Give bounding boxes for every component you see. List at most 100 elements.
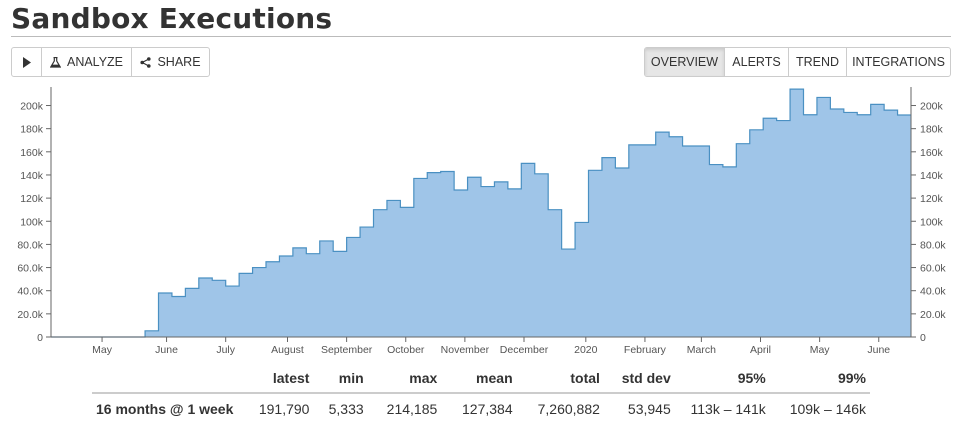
tab-integrations[interactable]: INTEGRATIONS — [852, 55, 945, 69]
stats-value-p95: 113k – 141k — [690, 401, 766, 417]
data-point-week-26 — [387, 200, 400, 337]
x-tick-label: February — [624, 344, 667, 356]
data-point-week-40 — [575, 222, 588, 337]
data-point-week-43 — [615, 168, 628, 337]
y-tick-label-left: 20.0k — [17, 309, 43, 321]
x-tick-label: July — [216, 344, 235, 356]
x-tick-label: September — [321, 344, 373, 356]
data-point-week-35 — [508, 189, 521, 337]
data-point-week-19 — [293, 248, 306, 337]
data-point-week-62 — [871, 104, 884, 337]
y-tick-label-left: 60.0k — [17, 263, 43, 275]
data-point-week-41 — [589, 170, 602, 337]
y-tick-label-right: 180k — [920, 124, 944, 136]
data-point-week-28 — [414, 178, 427, 337]
stats-value-max: 214,185 — [386, 401, 438, 417]
x-tick-label: November — [441, 344, 490, 356]
data-point-week-63 — [884, 110, 897, 337]
data-point-week-59 — [830, 109, 843, 337]
data-point-week-49 — [696, 146, 709, 337]
data-point-week-15 — [239, 273, 252, 337]
analyze-button[interactable]: ANALYZE — [42, 48, 132, 76]
x-tick-label: June — [155, 344, 178, 356]
stats-value-std-dev: 53,945 — [627, 401, 671, 417]
y-tick-label-right: 200k — [920, 101, 944, 113]
data-point-week-12 — [199, 278, 212, 337]
action-toolbar: ANALYZE SHARE — [11, 47, 210, 77]
y-tick-label-left: 100k — [20, 216, 44, 228]
y-tick-label-right: 160k — [920, 147, 944, 159]
data-point-week-18 — [279, 256, 292, 337]
x-tick-label: August — [271, 344, 304, 356]
data-point-week-54 — [763, 118, 776, 337]
data-point-week-33 — [481, 187, 494, 337]
data-point-week-60 — [844, 112, 857, 337]
stats-value-total: 7,260,882 — [537, 401, 600, 417]
stats-header-min: min — [313, 364, 368, 394]
y-tick-label-left: 40.0k — [17, 286, 43, 298]
data-point-week-14 — [226, 286, 239, 337]
y-tick-label-left: 0 — [37, 332, 43, 344]
stats-corner — [92, 364, 246, 394]
x-tick-label: October — [387, 344, 425, 356]
play-button[interactable] — [12, 48, 42, 76]
data-point-week-34 — [494, 182, 507, 337]
data-point-week-56 — [790, 89, 803, 337]
data-point-week-31 — [454, 190, 467, 337]
stats-header-row: latest min max mean total std dev 95% 99… — [92, 364, 870, 394]
title-divider — [11, 36, 951, 37]
y-tick-label-left: 200k — [20, 101, 44, 113]
tab-alerts[interactable]: ALERTS — [725, 48, 789, 76]
x-tick-label: April — [750, 344, 771, 356]
y-tick-label-left: 80.0k — [17, 239, 43, 251]
stats-header-p95: 95% — [674, 364, 770, 394]
y-tick-label-right: 40.0k — [920, 286, 946, 298]
series-area — [51, 89, 911, 337]
data-point-week-45 — [642, 145, 655, 337]
executions-chart: 0 0 20.0k 20.0k 40.0k 40.0k 60.0k 60.0k 80.0k 80.… — [17, 87, 946, 356]
data-point-week-42 — [602, 158, 615, 337]
data-point-week-20 — [306, 254, 319, 337]
tab-overview[interactable]: OVERVIEW — [645, 48, 725, 76]
stats-value-p99: 109k – 146k — [789, 401, 866, 417]
data-point-week-24 — [360, 227, 373, 337]
stats-header-max: max — [367, 364, 442, 394]
stats-table: latest min max mean total std dev 95% 99… — [92, 364, 870, 424]
data-point-week-8 — [145, 331, 158, 337]
data-point-week-44 — [629, 145, 642, 337]
data-point-week-10 — [172, 296, 185, 337]
stats-header-std-dev: std dev — [603, 364, 675, 394]
page-title: Sandbox Executions — [11, 2, 333, 35]
data-point-week-30 — [441, 171, 454, 337]
data-point-week-22 — [333, 251, 346, 337]
data-point-week-37 — [535, 174, 548, 337]
y-tick-label-right: 100k — [920, 216, 944, 228]
tab-trend[interactable]: TREND — [789, 48, 847, 76]
data-point-week-53 — [750, 130, 763, 337]
y-tick-label-left: 120k — [20, 193, 44, 205]
stats-value-min: 5,333 — [328, 401, 364, 417]
data-point-week-47 — [669, 137, 682, 337]
y-tick-label-left: 140k — [20, 170, 44, 182]
y-tick-label-right: 120k — [920, 193, 944, 205]
stats-header-p99: 99% — [769, 364, 870, 394]
stats-header-mean: mean — [441, 364, 517, 394]
data-point-week-21 — [320, 241, 333, 337]
share-icon — [140, 56, 152, 68]
view-tabs: OVERVIEW ALERTS TREND INTEGRATIONS — [644, 47, 951, 77]
data-point-week-57 — [804, 115, 817, 337]
share-label: SHARE — [157, 55, 201, 69]
stats-header-latest: latest — [245, 364, 314, 394]
play-icon — [22, 56, 31, 68]
share-button[interactable]: SHARE — [132, 48, 209, 76]
x-tick-label: May — [810, 344, 831, 356]
data-point-week-9 — [159, 293, 172, 337]
stats-value-latest: 191,790 — [258, 401, 310, 417]
y-tick-label-right: 140k — [920, 170, 944, 182]
data-point-week-46 — [656, 132, 669, 337]
data-point-week-17 — [266, 262, 279, 337]
stats-row-label: 16 months @ 1 week — [96, 401, 234, 417]
data-point-week-13 — [212, 280, 225, 337]
data-point-week-52 — [736, 144, 749, 337]
data-point-week-38 — [548, 210, 561, 337]
